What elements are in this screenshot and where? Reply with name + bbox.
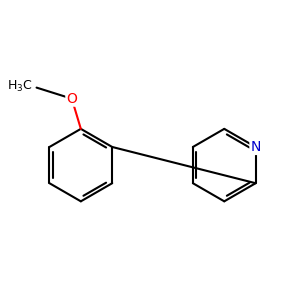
Text: O: O (66, 92, 77, 106)
Text: N: N (250, 140, 261, 154)
Text: H$_3$C: H$_3$C (7, 79, 32, 94)
